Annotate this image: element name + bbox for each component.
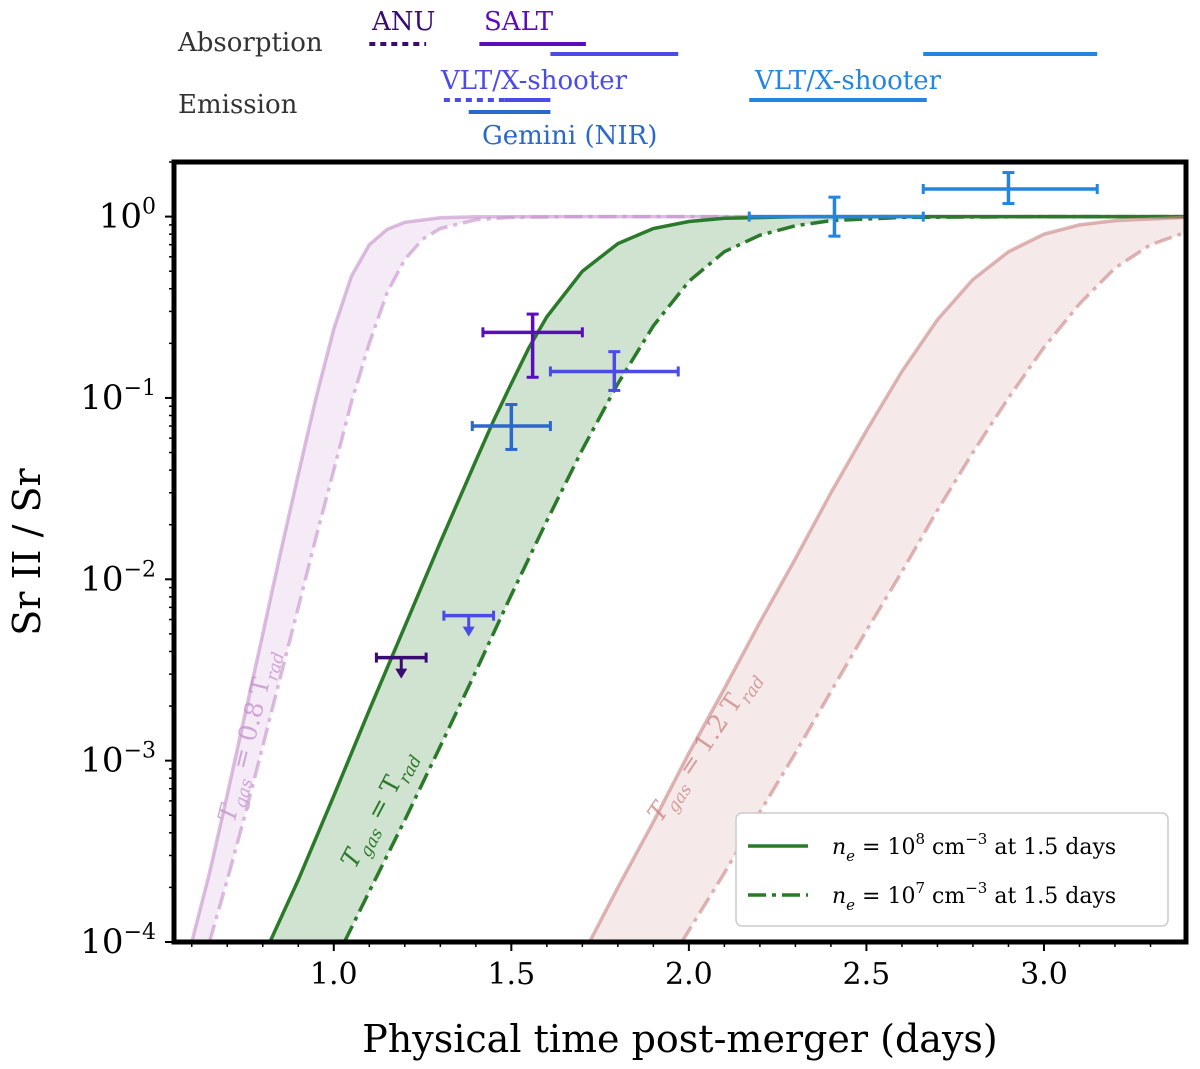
legend-entry-1: ne = 108 cm−3 at 1.5 days (832, 830, 1116, 865)
y-tick-label: 100 (99, 195, 156, 237)
band-line-solid-3 (587, 215, 1186, 942)
band-fill-2 (269, 216, 1186, 942)
upper-limit-2 (442, 610, 496, 637)
data-point-1 (481, 312, 584, 379)
band-line-dashdot-1 (207, 214, 1186, 942)
y-tick-label: 10−3 (80, 739, 156, 781)
instrument-coverage: Absorption Emission ANU SALT VLT/X-shoot… (177, 7, 1098, 151)
y-tick-label: 10−2 (80, 557, 156, 599)
legend-box (735, 812, 1169, 927)
data-point-3 (470, 403, 552, 451)
legend-entry-2: ne = 107 cm−3 at 1.5 days (832, 879, 1116, 914)
x-tick-label: 1.0 (310, 957, 358, 992)
band-line-solid-2 (268, 214, 1186, 942)
limit-arrow-head (395, 668, 408, 679)
gemini-nir-label: Gemini (NIR) (482, 121, 657, 151)
vlt-xshooter-label-2: VLT/X-shooter (754, 66, 942, 96)
x-tick-label: 1.5 (487, 957, 535, 992)
x-axis-label: Physical time post-merger (days) (362, 1017, 998, 1061)
y-tick-label: 10−4 (80, 920, 156, 962)
data-point-4 (747, 195, 925, 238)
absorption-row-label: Absorption (177, 28, 323, 58)
data-point-5 (921, 171, 1099, 206)
band-label-1: Tgas = 0.8 Trad (212, 646, 289, 826)
band-line-dashdot-3 (680, 230, 1186, 942)
y-axis: 100 10−1 10−2 10−3 10−4 (80, 161, 174, 962)
band-fill-3 (589, 217, 1186, 942)
y-axis-label: Sr II / Sr (5, 467, 49, 635)
limit-arrow-head (462, 626, 475, 637)
x-axis: 1.0 1.5 2.0 2.5 3.0 (191, 942, 1152, 992)
upper-limit-1 (374, 652, 428, 679)
vlt-xshooter-label-1: VLT/X-shooter (440, 66, 628, 96)
data-point-2 (548, 350, 680, 392)
plot-frame (171, 159, 1189, 945)
anu-label: ANU (371, 7, 435, 37)
legend: ne = 108 cm−3 at 1.5 days ne = 107 cm−3 … (735, 812, 1169, 927)
band-line-dashdot-2 (342, 214, 1186, 942)
x-tick-label: 3.0 (1020, 957, 1068, 992)
x-tick-label: 2.0 (665, 957, 713, 992)
x-tick-label: 2.5 (843, 957, 891, 992)
emission-row-label: Emission (178, 90, 298, 120)
band-line-solid-1 (190, 214, 1186, 942)
y-tick-label: 10−1 (80, 376, 156, 418)
salt-label: SALT (484, 7, 554, 37)
